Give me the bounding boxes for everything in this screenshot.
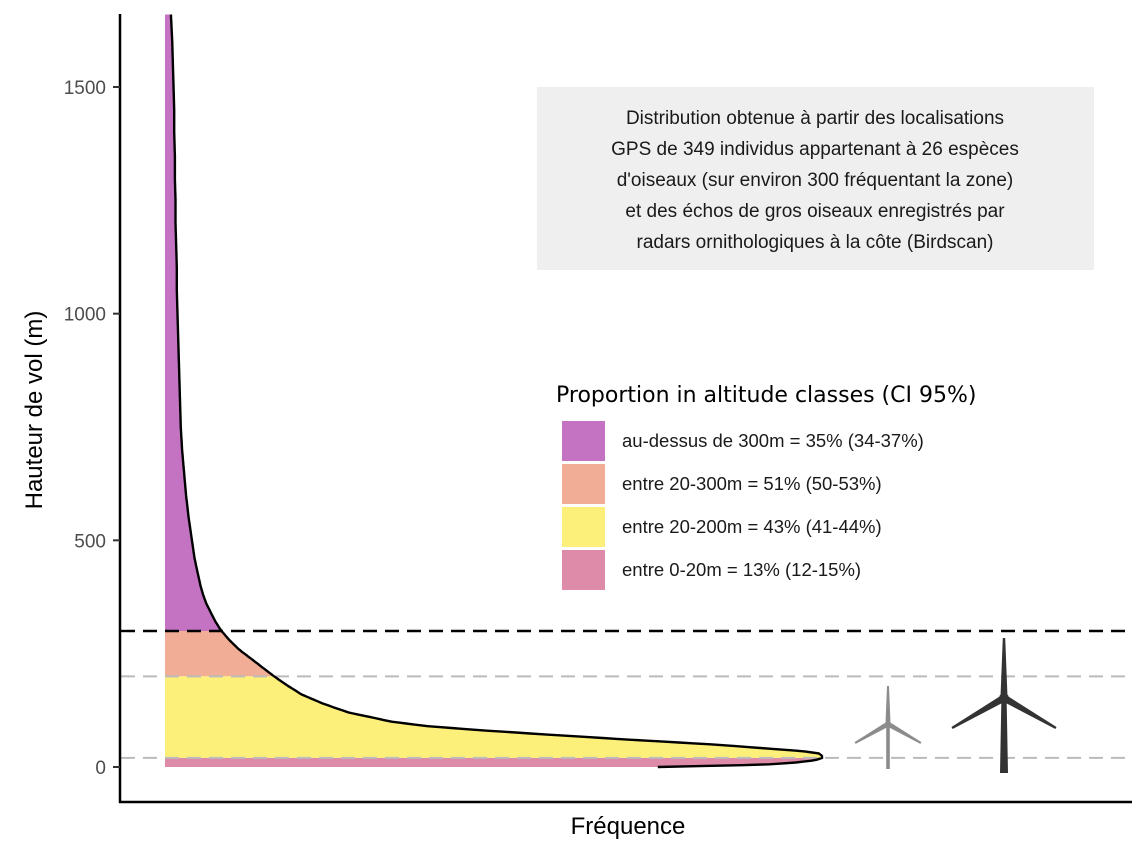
y-tick-label: 500 <box>74 531 106 552</box>
y-tick-label: 0 <box>95 758 106 779</box>
annotation-text: Distribution obtenue à partir des locali… <box>611 108 1019 253</box>
annotation-line: Distribution obtenue à partir des locali… <box>626 108 1004 129</box>
band-2 <box>165 631 275 677</box>
legend: Proportion in altitude classes (CI 95%) … <box>556 383 976 590</box>
large-wind-turbine-icon <box>951 638 1057 773</box>
legend-title: Proportion in altitude classes (CI 95%) <box>556 383 976 408</box>
legend-swatch <box>562 507 605 547</box>
y-axis-title: Hauteur de vol (m) <box>21 311 48 510</box>
y-tick-label: 1000 <box>64 305 106 326</box>
legend-items: au-dessus de 300m = 35% (34-37%) entre 20… <box>562 421 924 590</box>
annotation-line: d'oiseaux (sur environ 300 fréquentant l… <box>617 170 1014 191</box>
legend-label: au-dessus de 300m = 35% (34-37%) <box>622 430 924 451</box>
small-wind-turbine-icon <box>854 686 922 769</box>
annotation-box: Distribution obtenue à partir des locali… <box>537 87 1094 270</box>
density-curve <box>169 14 824 769</box>
x-axis-title: Fréquence <box>571 813 686 840</box>
annotation-line: et des échos de gros oiseaux enregistrés… <box>625 201 1005 222</box>
band-1 <box>165 676 822 758</box>
legend-swatch <box>562 464 605 504</box>
legend-label: entre 20-300m = 51% (50-53%) <box>622 473 882 494</box>
y-ticks: 0 500 1000 1500 <box>64 78 120 779</box>
reference-lines <box>121 629 1132 759</box>
annotation-background <box>537 87 1094 270</box>
annotation-line: GPS de 349 individus appartenant à 26 es… <box>611 139 1019 160</box>
legend-swatch <box>562 421 605 461</box>
annotation-line: radars ornithologiques à la côte (Birdsc… <box>637 232 994 253</box>
altitude-bands <box>165 14 822 767</box>
band-0 <box>165 757 822 767</box>
y-tick-label: 1500 <box>64 78 106 99</box>
axes: 0 500 1000 1500 <box>64 14 1132 804</box>
legend-label: entre 20-200m = 43% (41-44%) <box>622 516 882 537</box>
legend-label: entre 0-20m = 13% (12-15%) <box>622 559 861 580</box>
band-3 <box>165 14 222 631</box>
legend-swatch <box>562 550 605 590</box>
